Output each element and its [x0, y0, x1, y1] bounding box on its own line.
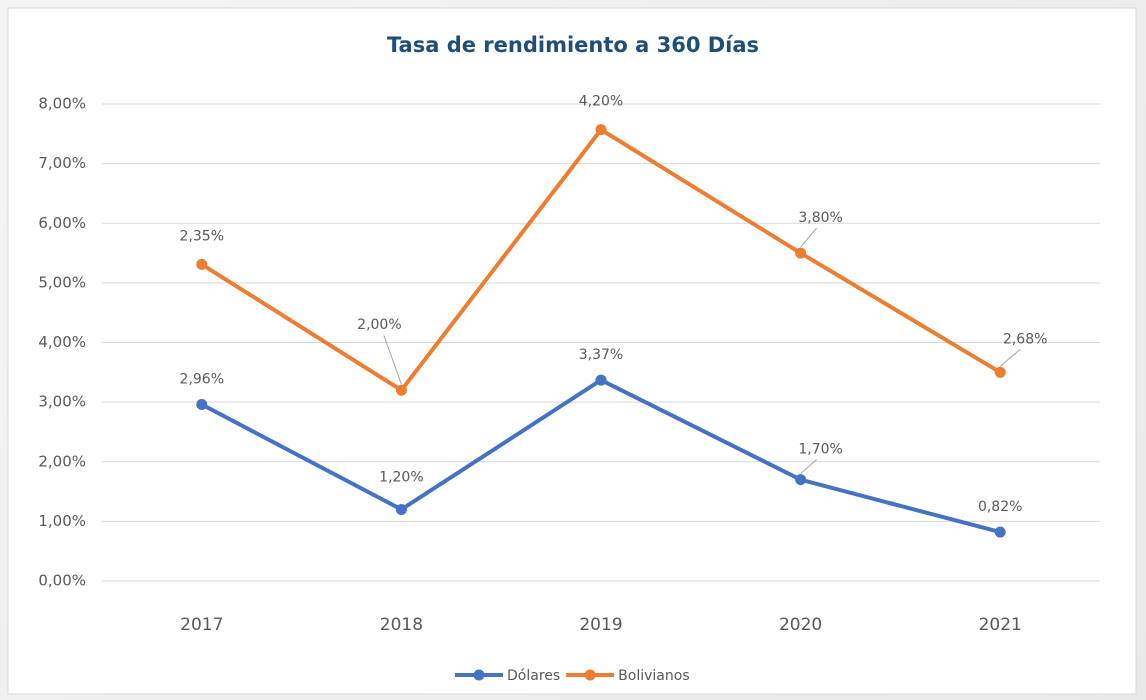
x-tick-label: 2017: [180, 615, 223, 635]
y-tick-label: 5,00%: [38, 273, 86, 291]
data-label: 2,96%: [180, 372, 224, 388]
data-point: [196, 258, 208, 270]
legend-label: Dólares: [507, 668, 560, 684]
y-tick-label: 3,00%: [38, 393, 86, 411]
data-point: [196, 399, 208, 411]
data-point: [994, 526, 1006, 538]
data-label: 1,20%: [379, 469, 423, 485]
data-point: [395, 384, 407, 396]
data-label: 1,70%: [798, 442, 842, 458]
x-tick-label: 2020: [779, 615, 822, 635]
data-point: [795, 247, 807, 259]
y-tick-label: 6,00%: [38, 214, 86, 232]
x-tick-label: 2021: [979, 615, 1022, 635]
y-tick-label: 4,00%: [38, 333, 86, 351]
leader-line: [383, 335, 402, 385]
leader-line: [800, 459, 817, 475]
data-point: [795, 474, 807, 486]
data-point: [994, 366, 1006, 378]
chart-title: Tasa de rendimiento a 360 Días: [387, 33, 759, 57]
x-tick-label: 2019: [579, 615, 622, 635]
chart-area: [7, 7, 1137, 695]
y-tick-label: 1,00%: [38, 512, 86, 530]
leader-line: [999, 348, 1021, 367]
data-label: 2,00%: [357, 317, 401, 333]
data-label: 2,35%: [180, 228, 224, 244]
data-label: 3,37%: [579, 347, 623, 363]
data-label: 0,82%: [978, 499, 1022, 515]
legend-marker: [584, 669, 596, 681]
data-label: 3,80%: [798, 210, 842, 226]
data-label: 2,68%: [1003, 331, 1047, 347]
y-tick-label: 2,00%: [38, 452, 86, 470]
y-tick-label: 7,00%: [38, 154, 86, 172]
legend-label: Bolivianos: [618, 668, 689, 684]
y-tick-label: 8,00%: [38, 95, 86, 113]
y-tick-label: 0,00%: [38, 572, 86, 590]
data-point: [595, 124, 607, 136]
data-label: 4,20%: [579, 94, 623, 110]
data-point: [395, 503, 407, 515]
legend-marker: [473, 669, 485, 681]
data-point: [595, 374, 607, 386]
leader-line: [800, 227, 817, 248]
x-tick-label: 2018: [380, 615, 423, 635]
